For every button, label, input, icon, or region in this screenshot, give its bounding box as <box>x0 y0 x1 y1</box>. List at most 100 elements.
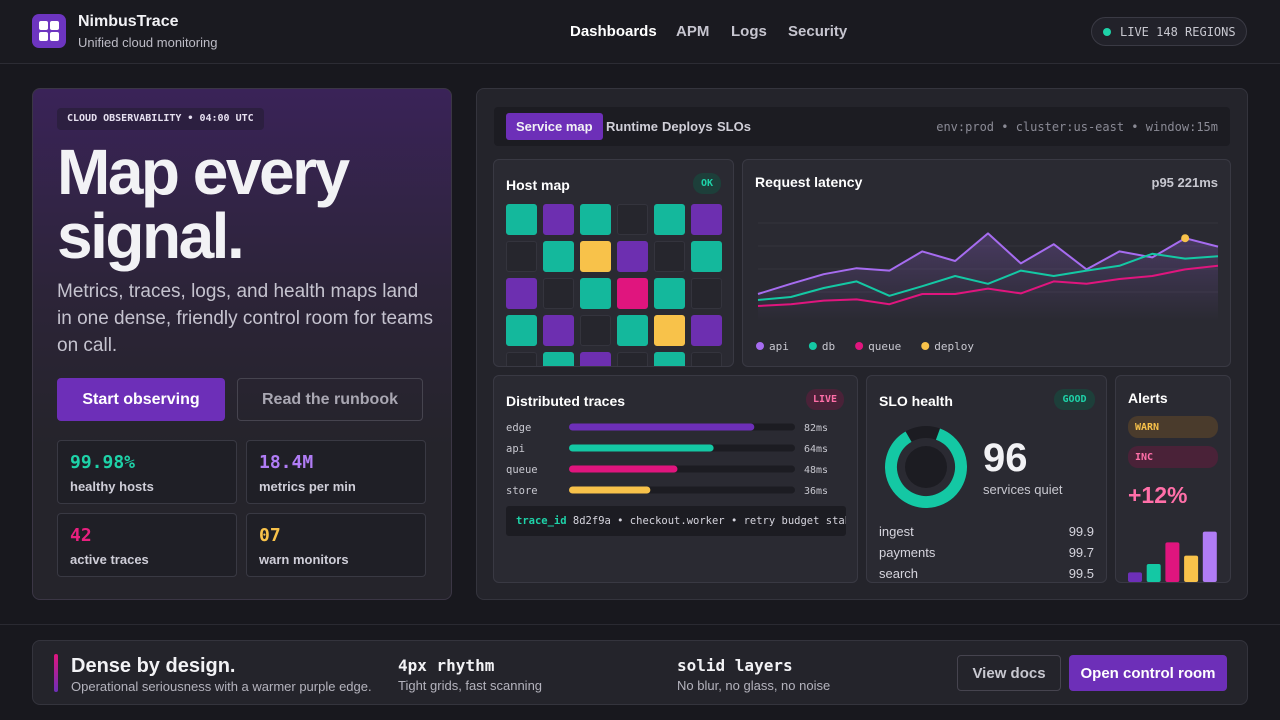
stat-card: 18.4M metrics per min <box>246 440 426 504</box>
footer-item-title: solid layers <box>677 656 793 675</box>
eyebrow: CLOUD OBSERVABILITY • 04:00 UTC <box>57 108 264 130</box>
nav-link[interactable]: Logs <box>731 23 767 40</box>
host-cell <box>506 278 537 309</box>
stat-label: healthy hosts <box>70 479 154 494</box>
trace-key: trace_id <box>516 515 567 527</box>
stat-label: active traces <box>70 552 149 567</box>
host-cell <box>617 315 648 346</box>
slo-row-value: 99.5 <box>1068 566 1094 581</box>
trace-text: 8d2f9a • checkout.worker • retry budget … <box>572 515 846 527</box>
host-cell <box>543 315 574 346</box>
host-cell <box>506 315 537 346</box>
slo-row-value: 99.7 <box>1068 545 1094 560</box>
accent-bar <box>54 654 58 692</box>
host-cell <box>580 204 611 235</box>
slo-name: search <box>879 566 919 581</box>
tab[interactable]: Deploys <box>662 119 713 134</box>
bar <box>569 465 678 473</box>
line <box>757 252 1219 301</box>
trace-name: edge <box>506 422 531 434</box>
stat-value: 99.98% <box>70 452 136 473</box>
card-title: Distributed traces <box>506 393 626 409</box>
header <box>0 0 1280 64</box>
legend-label: api <box>769 340 789 353</box>
latency-chart: api db queue deploy <box>756 222 1219 353</box>
stat-card: 07 warn monitors <box>246 513 426 577</box>
alert-bar <box>1146 564 1161 582</box>
alert-bar <box>1184 555 1199 582</box>
footer-item-text: Tight grids, fast scanning <box>398 678 543 693</box>
stat-value: 42 <box>70 525 92 546</box>
host-cell <box>580 278 611 309</box>
alert-bar <box>1128 572 1142 582</box>
host-cell <box>580 241 611 272</box>
host-cell <box>691 204 722 235</box>
nav-link[interactable]: APM <box>676 23 710 40</box>
slo-name: ingest <box>879 524 914 539</box>
slo-value: 96 <box>983 436 1028 480</box>
logo <box>32 14 66 48</box>
status-badge: GOOD <box>1054 389 1095 410</box>
host-cell <box>617 278 648 309</box>
divider <box>0 624 1280 625</box>
live-dot <box>1103 28 1111 36</box>
footer-item-title: 4px rhythm <box>398 656 495 675</box>
stat-label: metrics per min <box>259 479 356 494</box>
secondary-button[interactable]: View docs <box>957 655 1061 691</box>
trace-line: trace_id 8d2f9a • checkout.worker • retr… <box>506 506 846 536</box>
nav-link[interactable]: Security <box>788 23 848 40</box>
trace-name: api <box>506 443 525 455</box>
stat-card: 99.98% healthy hosts <box>57 440 237 504</box>
host-cell <box>543 278 574 309</box>
slo-caption: services quiet <box>983 482 1063 497</box>
host-cell <box>543 241 574 272</box>
alert-tag: INC <box>1128 446 1218 468</box>
tab[interactable]: Service map <box>506 113 603 140</box>
host-cell <box>654 315 685 346</box>
host-cell <box>691 315 722 346</box>
line <box>757 264 1219 307</box>
tab[interactable]: Runtime <box>606 119 658 134</box>
host-cell <box>580 352 611 366</box>
legend-swatch <box>808 342 817 350</box>
legend-swatch <box>756 342 764 350</box>
ring-core <box>905 446 947 488</box>
host-cell <box>506 241 537 272</box>
tab[interactable]: SLOs <box>717 119 751 134</box>
stat-value: 18.4M <box>259 452 314 473</box>
slo-row-value: 99.9 <box>1068 524 1094 539</box>
trace-bars: edge 82ms api 64ms queue 48ms store 36ms <box>506 422 828 497</box>
slo-ring <box>885 426 967 508</box>
bar <box>569 444 714 452</box>
live-text: LIVE 148 REGIONS <box>1120 25 1236 39</box>
legend-label: queue <box>868 340 901 353</box>
host-map-card: Host map OK <box>493 159 734 367</box>
card-title: Alerts <box>1128 390 1168 406</box>
host-cell <box>691 278 722 309</box>
context: env:prod • cluster:us-east • window:15m <box>936 120 1218 134</box>
alert-delta: +12% <box>1128 482 1188 508</box>
host-cell <box>654 278 685 309</box>
host-cell <box>617 204 648 235</box>
alert-bars <box>1128 531 1217 582</box>
host-cell <box>654 204 685 235</box>
status-badge: OK <box>693 173 721 194</box>
host-cell <box>580 315 611 346</box>
stat-label: warn monitors <box>259 552 349 567</box>
traces-card: Distributed traces LIVE edge 82ms api 64ms q… <box>493 375 858 583</box>
host-cell <box>506 204 537 235</box>
slo-card: SLO health GOOD 96 services quiet ingest… <box>866 375 1107 583</box>
legend-label: deploy <box>934 340 974 353</box>
primary-button[interactable]: Open control room <box>1069 655 1227 691</box>
footer-subtitle: Operational seriousness with a warmer pu… <box>71 679 372 694</box>
bar <box>569 486 651 494</box>
alert-tag: WARN <box>1128 416 1218 438</box>
host-cell <box>617 352 648 366</box>
primary-button[interactable]: Start observing <box>57 378 225 421</box>
secondary-button[interactable]: Read the runbook <box>237 378 423 421</box>
bar <box>569 423 755 431</box>
hero-title: Map every signal. <box>57 136 350 272</box>
slo-name: payments <box>879 545 936 560</box>
nav-link[interactable]: Dashboards <box>570 23 657 40</box>
card-title: Host map <box>506 177 570 193</box>
